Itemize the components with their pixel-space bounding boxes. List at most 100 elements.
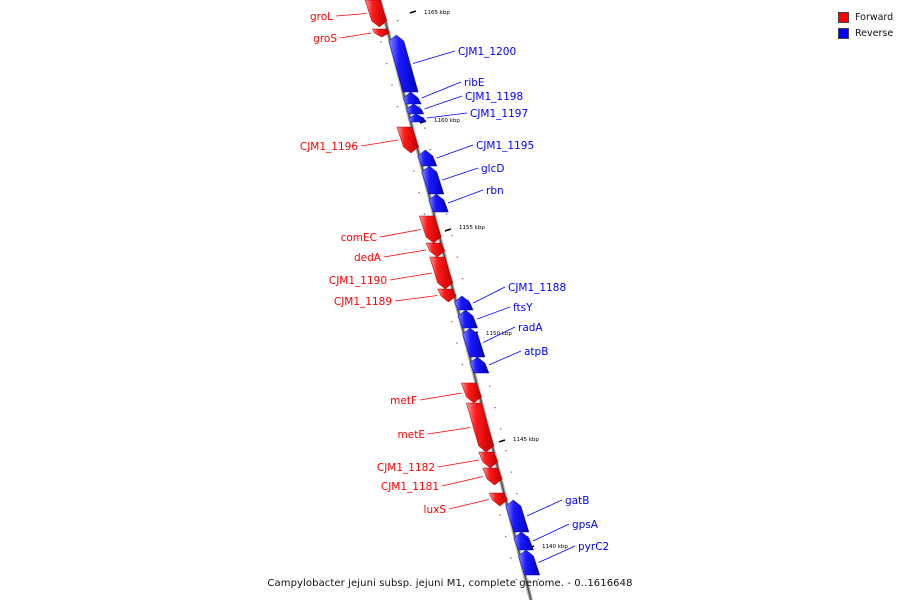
gene-leader-line	[538, 545, 576, 563]
minor-tick-dot	[489, 385, 491, 387]
gene-leader-line	[419, 392, 462, 401]
gene-label[interactable]: radA	[518, 322, 543, 334]
gene-label[interactable]: gpsA	[572, 519, 599, 531]
minor-tick-dot	[418, 106, 421, 108]
gene-glcd[interactable]	[421, 165, 445, 195]
minor-tick-dot	[510, 557, 512, 559]
minor-tick-dot	[429, 149, 431, 151]
gene-label[interactable]: CJM1_1188	[508, 282, 566, 294]
minor-tick-dot	[423, 213, 426, 215]
gene-leader-line	[442, 167, 479, 181]
gene-label[interactable]: CJM1_1200	[458, 46, 516, 58]
gene-mete[interactable]	[466, 402, 495, 453]
minor-tick-dot	[505, 450, 507, 452]
minor-tick-dot	[412, 170, 415, 172]
gene-label[interactable]: CJM1_1198	[465, 91, 523, 103]
gene-leader-line	[389, 272, 432, 281]
gene-label[interactable]: CJM1_1190	[329, 275, 387, 287]
gene-label[interactable]: dedA	[354, 252, 382, 264]
gene-label[interactable]: metE	[398, 429, 425, 441]
gene-label[interactable]: CJM1_1197	[470, 108, 528, 120]
gene-label[interactable]: groL	[310, 11, 333, 23]
minor-tick-dot	[445, 213, 448, 215]
gene-gros[interactable]	[371, 28, 390, 38]
gene-metf[interactable]	[461, 382, 482, 404]
gene-cjm1-1190[interactable]	[429, 256, 454, 290]
gene-cjm1-1196[interactable]	[396, 126, 419, 154]
gene-leader-line	[488, 350, 522, 366]
gene-features: groL groS CJM1_1200 ribE CJM1_1198 CJM1_1197 C…	[300, 0, 609, 576]
gene-leader-line	[526, 499, 563, 517]
gene-leader-line	[383, 249, 426, 258]
genome-caption: Campylobacter jejuni subsp. jejuni M1, c…	[267, 578, 633, 589]
gene-comec[interactable]	[419, 215, 442, 244]
minor-tick-dot	[418, 192, 420, 194]
gene-leader-line	[436, 144, 474, 159]
gene-label[interactable]: CJM1_1182	[377, 462, 435, 474]
minor-tick-dot	[397, 20, 399, 22]
gene-label[interactable]: luxS	[424, 504, 447, 516]
gene-label[interactable]: CJM1_1189	[334, 296, 392, 308]
gene-label[interactable]: groS	[313, 33, 337, 45]
gene-leader-line	[394, 295, 438, 302]
gene-leader-line	[426, 112, 468, 119]
gene-label[interactable]: CJM1_1195	[476, 140, 534, 152]
minor-tick-dot	[396, 106, 399, 108]
gene-cjm1-1198[interactable]	[405, 103, 425, 115]
minor-tick-dot	[510, 471, 513, 473]
gene-leader-line	[532, 523, 570, 542]
reverse-swatch	[838, 27, 849, 39]
kbp-tick-label: 1145 kbp	[513, 437, 539, 443]
gene-label[interactable]: CJM1_1181	[381, 481, 439, 493]
gene-leader-line	[335, 13, 367, 17]
gene-ftsy[interactable]	[457, 309, 478, 329]
gene-label[interactable]: CJM1_1196	[300, 141, 358, 153]
gene-luxs[interactable]	[488, 492, 508, 507]
minor-tick-dot	[424, 127, 426, 129]
gene-leader-line	[427, 427, 471, 435]
gene-rada[interactable]	[462, 327, 486, 358]
minor-tick-dot	[391, 84, 393, 86]
forward-swatch	[838, 11, 849, 23]
legend-reverse-label: Reverse	[855, 27, 894, 39]
minor-tick-dot	[537, 579, 540, 581]
gene-cjm1-1197[interactable]	[408, 113, 427, 123]
gene-cjm1-1189[interactable]	[437, 288, 457, 303]
gene-cjm1-1182[interactable]	[478, 451, 499, 469]
minor-tick-dot	[456, 342, 458, 344]
gene-cjm1-1181[interactable]	[482, 467, 503, 486]
gene-rbn[interactable]	[428, 193, 449, 213]
gene-leader-line	[483, 326, 516, 343]
gene-cjm1-1195[interactable]	[417, 149, 438, 167]
kbp-tick-label: 1160 kbp	[434, 118, 460, 124]
gene-leader-line	[437, 459, 479, 468]
gene-pyrc2[interactable]	[518, 549, 541, 576]
legend-reverse: Reverse	[838, 25, 893, 41]
minor-tick-dot	[526, 536, 529, 538]
gene-label[interactable]: pyrC2	[578, 541, 609, 553]
gene-label[interactable]: gatB	[565, 495, 589, 507]
gene-cjm1-1200[interactable]	[388, 34, 419, 93]
kbp-tick-mark	[498, 439, 506, 443]
gene-label[interactable]: metF	[390, 395, 417, 407]
gene-label[interactable]: glcD	[481, 163, 504, 175]
gene-gpsa[interactable]	[513, 531, 534, 551]
gene-deda[interactable]	[425, 242, 445, 258]
gene-leader-line	[448, 499, 489, 510]
minor-tick-dot	[461, 278, 464, 280]
gene-label[interactable]: atpB	[524, 346, 548, 358]
gene-leader-line	[412, 50, 456, 64]
gene-label[interactable]: ftsY	[513, 302, 533, 314]
gene-cjm1-1188[interactable]	[454, 295, 474, 311]
gene-ribe[interactable]	[402, 91, 422, 105]
minor-tick-dot	[385, 63, 388, 65]
gene-grol[interactable]	[364, 0, 388, 28]
gene-label[interactable]: ribE	[464, 77, 485, 89]
minor-tick-dot	[380, 41, 382, 43]
kbp-tick-mark	[444, 228, 452, 232]
gene-label[interactable]: rbn	[486, 185, 504, 197]
gene-gatb[interactable]	[505, 499, 530, 533]
gene-atpb[interactable]	[469, 356, 490, 374]
gene-leader-line	[379, 229, 421, 238]
gene-label[interactable]: comEC	[341, 232, 377, 244]
